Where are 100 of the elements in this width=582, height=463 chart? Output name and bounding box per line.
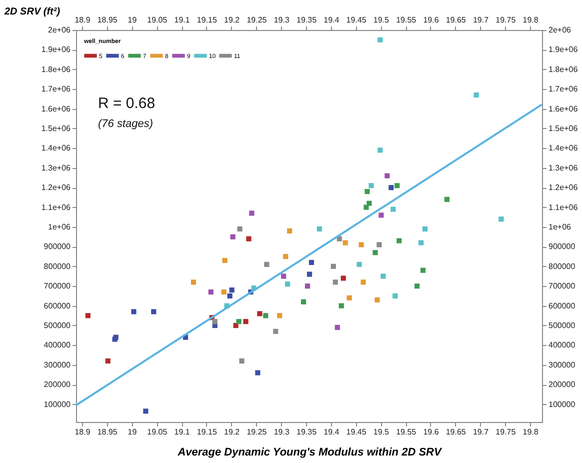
point	[378, 37, 383, 42]
point	[414, 284, 420, 289]
point	[85, 313, 90, 318]
y2-tick-label: 1.5e+06	[548, 124, 578, 133]
point	[308, 260, 314, 265]
point	[306, 272, 312, 277]
y2-tick-label: 800000	[548, 262, 576, 271]
x2-tick-label: 18.95	[97, 16, 118, 24]
y-tick-label: 100000	[44, 400, 72, 409]
point	[230, 234, 236, 240]
x2-tick-label: 19.3	[274, 16, 290, 24]
y-tick-label: 900000	[44, 242, 72, 252]
point	[356, 262, 362, 267]
point	[498, 216, 504, 222]
point	[236, 318, 242, 324]
x2-tick-label: 19.4	[324, 16, 340, 24]
x-tick-label: 19.4	[324, 428, 340, 436]
y-tick-label: 1.3e+06	[41, 163, 72, 172]
x-axis-title: Average Dynamic Young's Modulus within 2D SRV	[176, 446, 443, 458]
y2-tick-label: 1.3e+06	[548, 163, 578, 172]
x2-tick-label: 19.2	[224, 16, 240, 24]
point	[208, 289, 214, 295]
point	[221, 289, 226, 295]
y2-tick-label: 900000	[548, 242, 576, 252]
x-tick-label: 19.75	[496, 428, 516, 436]
point	[300, 299, 306, 304]
point	[390, 206, 396, 212]
y-tick-label: 500000	[44, 320, 72, 330]
y2-tick-label: 1.1e+06	[548, 202, 578, 212]
point	[340, 276, 346, 281]
x-tick-label: 19.35	[296, 428, 318, 436]
point	[239, 358, 244, 364]
y2-tick-label: 600000	[548, 301, 576, 310]
x-tick-label: 19.65	[446, 428, 466, 436]
point	[249, 210, 254, 216]
y-tick-label: 2e+06	[48, 26, 72, 34]
y-tick-label: 1.4e+06	[41, 144, 72, 153]
point	[364, 188, 370, 194]
y-tick-label: 200000	[44, 380, 72, 390]
x-tick-label: 19.25	[246, 428, 268, 436]
y2-tick-label: 100000	[548, 400, 576, 409]
x-tick-label: 19.05	[147, 428, 168, 436]
point	[374, 297, 380, 302]
y2-tick-label: 500000	[548, 320, 576, 330]
x2-tick-label: 18.9	[74, 16, 91, 24]
point	[360, 280, 366, 285]
point	[143, 408, 148, 414]
point	[330, 264, 336, 269]
y-tick-label: 800000	[44, 262, 72, 271]
y2-tick-label: 700000	[548, 282, 576, 291]
x2-tick-label: 19.65	[446, 16, 466, 24]
point	[394, 183, 400, 188]
annotation: R = 0.68	[98, 95, 156, 112]
x-tick-label: 19.55	[396, 428, 417, 436]
x2-tick-label: 19.35	[296, 16, 318, 24]
point	[246, 236, 252, 242]
point	[255, 370, 260, 376]
y2-tick-label: 2e+06	[548, 26, 572, 34]
y2-tick-label: 1.6e+06	[548, 104, 578, 114]
point	[283, 254, 288, 260]
point	[212, 318, 218, 324]
x-tick-label: 19.7	[472, 428, 490, 436]
point	[368, 183, 374, 188]
x-tick-label: 19.8	[522, 428, 539, 436]
point	[474, 92, 479, 98]
y2-tick-label: 1.2e+06	[548, 183, 578, 192]
x2-tick-label: 19.5	[373, 16, 390, 24]
point	[332, 280, 338, 285]
point	[346, 295, 352, 300]
point	[376, 242, 382, 248]
point	[151, 309, 156, 314]
point	[243, 318, 248, 324]
y-tick-label: 700000	[44, 282, 72, 291]
x-tick-label: 19.1	[174, 428, 190, 436]
point	[378, 148, 383, 153]
point	[227, 293, 232, 298]
y-tick-label: 1e+06	[48, 222, 72, 232]
x-tick-label: 19.5	[373, 428, 390, 436]
point	[105, 358, 110, 364]
point	[190, 280, 196, 285]
y-tick-label: 1.8e+06	[41, 64, 72, 74]
y2-tick-label: 1.4e+06	[548, 144, 578, 153]
point	[264, 262, 270, 267]
point	[422, 226, 428, 232]
point	[334, 324, 340, 330]
y-tick-label: 1.6e+06	[41, 104, 72, 114]
point	[444, 196, 450, 202]
y-tick-label: 1.2e+06	[41, 183, 72, 192]
x2-tick-label: 19.45	[346, 16, 367, 24]
point	[342, 240, 348, 246]
y2-tick-label: 400000	[548, 340, 576, 350]
point	[366, 200, 372, 206]
point	[281, 274, 286, 279]
point	[263, 313, 268, 318]
y2-tick-label: 200000	[548, 380, 576, 390]
x2-tick-label: 19.15	[196, 16, 218, 24]
y2-tick-label: 300000	[548, 360, 576, 370]
x2-tick-label: 19.8	[522, 16, 539, 24]
y-tick-label: 1.7e+06	[41, 84, 72, 94]
x2-tick-label: 19.05	[147, 16, 168, 24]
